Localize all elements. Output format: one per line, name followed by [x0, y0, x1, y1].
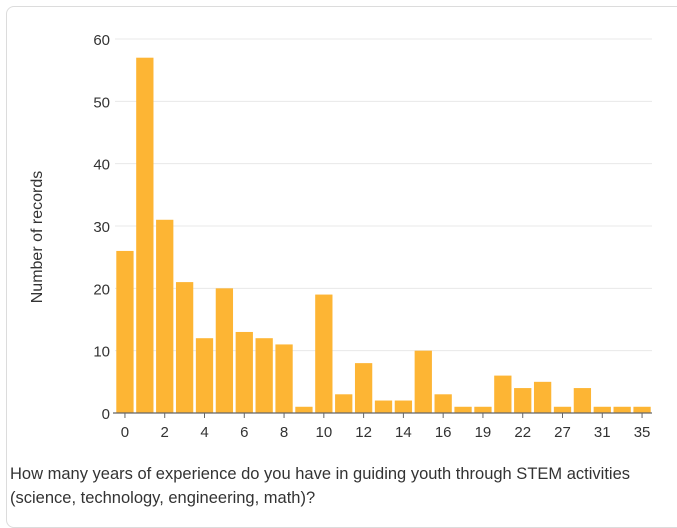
bar — [335, 394, 353, 413]
bar — [315, 294, 333, 413]
y-tick-label: 30 — [93, 219, 110, 236]
x-tick-label: 0 — [121, 424, 129, 441]
x-tick-label: 6 — [240, 424, 248, 441]
bar — [454, 406, 472, 413]
x-tick-label: 31 — [594, 424, 611, 441]
bar — [434, 394, 452, 413]
bar — [235, 331, 253, 413]
y-tick-labels: 0 10 20 30 40 50 60 — [93, 32, 110, 423]
x-tick-label: 22 — [514, 424, 531, 441]
x-tick-label: 10 — [315, 424, 332, 441]
bar — [275, 344, 293, 413]
bar — [474, 406, 492, 413]
y-tick-label: 20 — [93, 281, 110, 298]
x-tick-label: 27 — [554, 424, 571, 441]
bar — [553, 406, 572, 413]
x-tick-labels: 0 2 4 6 8 10 12 14 16 19 22 27 31 35 — [121, 413, 651, 441]
bar — [136, 57, 154, 413]
y-tick-label: 50 — [93, 94, 110, 111]
x-tick-label: 19 — [475, 424, 492, 441]
bar — [613, 406, 631, 413]
bar — [116, 250, 134, 413]
bar — [175, 282, 194, 413]
x-tick-label: 16 — [435, 424, 452, 441]
bar — [514, 388, 532, 413]
bar — [573, 388, 592, 413]
bars — [116, 57, 651, 413]
x-tick-label: 35 — [634, 424, 651, 441]
x-tick-label: 4 — [200, 424, 208, 441]
bar — [255, 338, 273, 413]
y-tick-label: 0 — [102, 406, 110, 423]
gridlines — [115, 38, 652, 352]
bar-chart: 0 10 20 30 40 50 60 0 2 4 6 8 10 12 14 16 19 22 27 31 35 — [93, 32, 652, 441]
bar — [215, 288, 234, 413]
bar — [494, 375, 512, 413]
bar — [633, 406, 651, 413]
y-axis-label: Number of records — [29, 170, 46, 304]
y-tick-label: 40 — [93, 157, 110, 174]
x-axis-label: How many years of experience do you have… — [10, 465, 630, 507]
bar — [374, 400, 393, 413]
y-tick-label: 60 — [93, 32, 110, 49]
bar — [394, 400, 413, 413]
x-tick-label: 8 — [280, 424, 288, 441]
y-tick-label: 10 — [93, 344, 110, 361]
bar — [295, 406, 313, 413]
bar — [156, 219, 174, 413]
bar — [354, 363, 373, 413]
x-tick-label: 12 — [355, 424, 372, 441]
bar — [195, 338, 214, 413]
bar — [414, 350, 432, 413]
bar — [533, 381, 552, 413]
x-tick-label: 14 — [395, 424, 412, 441]
bar — [593, 406, 611, 413]
x-tick-label: 2 — [161, 424, 169, 441]
